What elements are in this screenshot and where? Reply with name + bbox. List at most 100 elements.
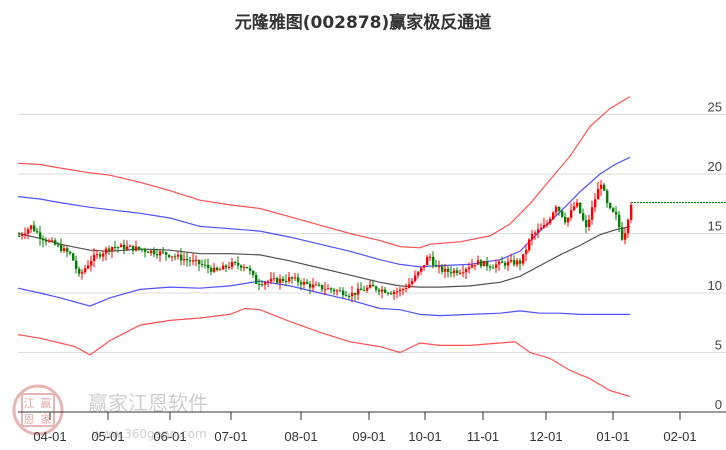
- candle: [258, 283, 261, 285]
- candle: [237, 262, 240, 266]
- x-tick-label: 05-01: [91, 429, 124, 444]
- candle: [597, 188, 600, 200]
- candle: [606, 190, 609, 204]
- candle: [456, 270, 459, 274]
- x-tick-label: 08-01: [284, 429, 317, 444]
- candle: [36, 231, 39, 233]
- candle: [621, 227, 624, 240]
- candle: [396, 291, 399, 293]
- candle: [240, 265, 243, 268]
- y-tick-label: 0: [715, 397, 722, 412]
- candle: [492, 267, 495, 269]
- candle: [384, 289, 387, 293]
- candle: [399, 289, 402, 292]
- candle: [372, 284, 375, 287]
- candle: [285, 281, 288, 283]
- band-line: [17, 96, 631, 249]
- candle: [393, 291, 396, 295]
- candle: [582, 213, 585, 221]
- candle: [411, 281, 414, 285]
- candle: [618, 214, 621, 228]
- candle: [444, 268, 447, 272]
- candle: [186, 259, 189, 261]
- candle: [249, 268, 252, 271]
- candle: [573, 206, 576, 211]
- candle: [309, 283, 312, 288]
- candle: [261, 284, 264, 286]
- y-tick-label: 10: [708, 278, 722, 293]
- candle: [183, 259, 186, 261]
- candle: [468, 267, 471, 270]
- candle: [219, 269, 222, 271]
- watermark-seal-char: 家: [41, 412, 52, 426]
- candle: [69, 251, 72, 254]
- candle: [315, 284, 318, 286]
- candle: [390, 293, 393, 295]
- candle: [507, 261, 510, 266]
- x-tick-label: 09-01: [352, 429, 385, 444]
- y-tick-label: 25: [708, 100, 722, 115]
- candle: [537, 229, 540, 233]
- candle: [18, 235, 21, 237]
- candle: [552, 212, 555, 220]
- candle: [27, 229, 30, 234]
- candle: [282, 278, 285, 282]
- candle: [132, 245, 135, 251]
- y-tick-label: 20: [708, 159, 722, 174]
- candle: [198, 259, 201, 265]
- candle: [123, 244, 126, 250]
- candle: [30, 225, 33, 230]
- x-tick-label: 11-01: [467, 429, 499, 444]
- candle: [291, 277, 294, 279]
- band-line: [17, 307, 631, 398]
- candle: [318, 284, 321, 286]
- candle: [480, 260, 483, 267]
- candle: [378, 289, 381, 292]
- candle: [39, 232, 42, 239]
- candle: [438, 266, 441, 268]
- x-tick-label: 12-01: [529, 429, 562, 444]
- candle: [561, 210, 564, 217]
- candle: [360, 288, 363, 291]
- candle: [450, 271, 453, 274]
- candle: [357, 288, 360, 295]
- candle: [108, 248, 111, 251]
- candle: [33, 225, 36, 232]
- candle: [339, 290, 342, 292]
- candle: [501, 261, 504, 263]
- candle: [75, 260, 78, 269]
- candle: [555, 206, 558, 213]
- candle: [543, 224, 546, 228]
- candle: [96, 254, 99, 256]
- candle: [435, 265, 438, 267]
- candle: [165, 252, 168, 255]
- candle: [330, 288, 333, 290]
- candle: [78, 268, 81, 274]
- candle: [255, 274, 258, 284]
- candle: [81, 272, 84, 274]
- candle: [60, 245, 63, 252]
- candle: [246, 266, 249, 269]
- candle: [327, 288, 330, 290]
- candle: [57, 244, 60, 246]
- candle: [276, 278, 279, 283]
- candle: [465, 269, 468, 273]
- candle: [207, 264, 210, 269]
- candle: [402, 289, 405, 291]
- candle: [522, 254, 525, 264]
- candle: [609, 203, 612, 209]
- candle: [459, 272, 462, 274]
- candle: [585, 220, 588, 228]
- y-tick-label: 15: [708, 219, 722, 234]
- x-axis: 04-01 05-01 06-01 07-01 08-01 09-01 10-01 11-01…: [18, 411, 726, 444]
- candle: [102, 253, 105, 257]
- x-tick-label: 02-01: [663, 429, 696, 444]
- candle: [429, 256, 432, 258]
- candle: [210, 268, 213, 272]
- candle: [135, 246, 138, 251]
- candle: [177, 254, 180, 257]
- candle: [168, 254, 171, 258]
- candle: [288, 277, 291, 282]
- candle: [213, 267, 216, 272]
